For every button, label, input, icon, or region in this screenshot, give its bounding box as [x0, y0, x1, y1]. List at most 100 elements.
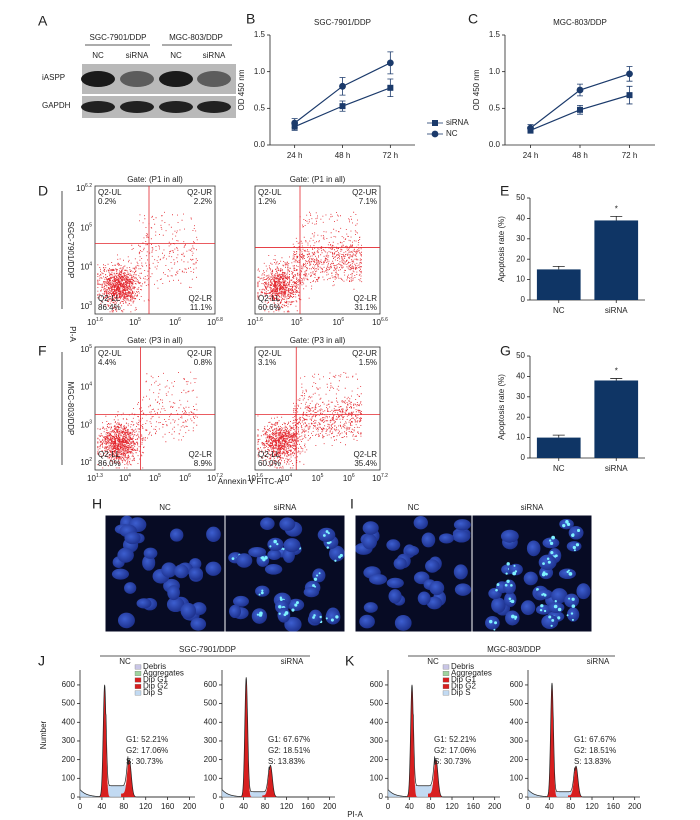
- legend-label: Dip S: [143, 688, 163, 697]
- nucleus: [166, 596, 185, 613]
- tick-exponent: 1.6: [96, 317, 103, 323]
- tick-exponent: 6: [352, 473, 355, 479]
- blot-band: [159, 101, 193, 113]
- phase-stat: S: 30.73%: [126, 757, 163, 766]
- y-tick-label: 100: [62, 773, 76, 782]
- nucleus: [233, 595, 249, 607]
- marker: [387, 84, 394, 91]
- apoptotic-speck: [493, 628, 496, 631]
- phase-stat: G1: 52.21%: [434, 735, 476, 744]
- x-tick-label: 48 h: [572, 151, 588, 160]
- image-label: siRNA: [274, 503, 297, 512]
- x-tick-label: NC: [553, 306, 565, 315]
- nucleus: [453, 564, 468, 580]
- apoptotic-speck: [513, 564, 516, 567]
- dip-g2-peak: [568, 766, 584, 797]
- y-tick-label: 500: [510, 699, 524, 708]
- tick-exponent: 4: [289, 473, 292, 479]
- tick-base: 10: [80, 383, 89, 392]
- blot-band: [120, 101, 154, 113]
- x-tick-label: 80: [566, 802, 575, 811]
- nucleus: [508, 563, 523, 576]
- tick-exponent: 5: [89, 223, 92, 229]
- y-tick-label: 0: [521, 295, 526, 304]
- tick-exponent: 5: [138, 317, 141, 323]
- y-tick-label: 50: [516, 193, 525, 202]
- apoptotic-speck: [514, 615, 518, 619]
- nucleus: [535, 604, 552, 615]
- dip-g2-peak: [262, 765, 279, 797]
- nucleus: [236, 553, 253, 568]
- panel-letter: B: [246, 11, 255, 27]
- apoptotic-speck: [325, 617, 328, 620]
- legend-label: Dip S: [451, 688, 471, 697]
- y-tick-label: 300: [370, 736, 384, 745]
- panel-letter: A: [38, 13, 48, 29]
- tick-base: 10: [80, 420, 89, 429]
- x-tick-label: 120: [139, 802, 153, 811]
- legend-swatch: [442, 690, 450, 696]
- plot-frame: [94, 346, 216, 471]
- apoptotic-speck: [325, 530, 329, 534]
- x-tick-label: 40: [97, 802, 106, 811]
- dip-g2-peak: [428, 759, 444, 797]
- image-label: NC: [408, 503, 420, 512]
- apoptotic-speck: [571, 604, 576, 608]
- apoptotic-speck: [504, 583, 508, 587]
- y-tick-label: 1.5: [489, 30, 501, 39]
- legend-label: Debris: [451, 662, 474, 671]
- apoptotic-speck: [506, 579, 510, 584]
- error-bar: [552, 265, 565, 270]
- nucleus: [500, 529, 519, 543]
- nucleus: [413, 516, 428, 530]
- apoptotic-speck: [322, 534, 326, 537]
- apoptotic-speck: [542, 592, 545, 595]
- y-tick-label: 100: [204, 773, 218, 782]
- legend-marker: [432, 120, 438, 126]
- bar: [536, 437, 581, 458]
- dot-cloud: [257, 211, 363, 313]
- log-tick-label: 105: [149, 473, 161, 483]
- x-tick-label: 200: [323, 802, 337, 811]
- tick-exponent: 6: [188, 473, 191, 479]
- x-tick-label: 24 h: [287, 151, 303, 160]
- legend-marker: [431, 130, 439, 138]
- log-tick-label: 106: [343, 473, 355, 483]
- panel-letter: D: [38, 183, 48, 199]
- quadrant-value: 0.2%: [98, 197, 116, 206]
- tick-base: 10: [80, 263, 89, 272]
- apoptotic-speck: [318, 572, 321, 575]
- log-tick-label: 104: [119, 473, 131, 483]
- x-tick-label: 40: [545, 802, 554, 811]
- log-tick-label: 106.2: [76, 183, 92, 193]
- error-bar: [552, 434, 565, 438]
- x-tick-label: 72 h: [622, 151, 638, 160]
- panel-title: MGC-803/DDP: [487, 645, 541, 654]
- quadrant-name: Q2-LL: [258, 450, 281, 459]
- nucleus: [558, 568, 576, 580]
- nucleus: [567, 607, 580, 622]
- quadrant-value: 0.8%: [194, 358, 212, 367]
- phase-stat: G2: 18.51%: [268, 746, 310, 755]
- panel-letter: E: [500, 183, 509, 199]
- log-tick-label: 106: [179, 473, 191, 483]
- apoptotic-speck: [283, 613, 287, 617]
- legend-label: Aggregates: [143, 669, 184, 678]
- nucleus: [111, 568, 129, 580]
- log-tick-label: 103: [80, 301, 92, 311]
- tick-base: 10: [179, 474, 188, 483]
- y-tick-label: 400: [62, 717, 76, 726]
- marker: [339, 82, 346, 90]
- apoptotic-speck: [334, 559, 337, 562]
- quadrant-name: Q2-LL: [98, 294, 121, 303]
- nucleus: [161, 562, 177, 578]
- legend-label: Aggregates: [451, 669, 492, 678]
- apoptotic-speck: [557, 607, 562, 612]
- y-tick-label: 600: [204, 680, 218, 689]
- marker: [527, 124, 534, 132]
- panel-letter: I: [350, 496, 354, 512]
- y-tick-label: 200: [62, 755, 76, 764]
- nucleus: [454, 583, 472, 596]
- tick-exponent: 7.2: [216, 473, 223, 479]
- panel-letter: H: [92, 496, 102, 512]
